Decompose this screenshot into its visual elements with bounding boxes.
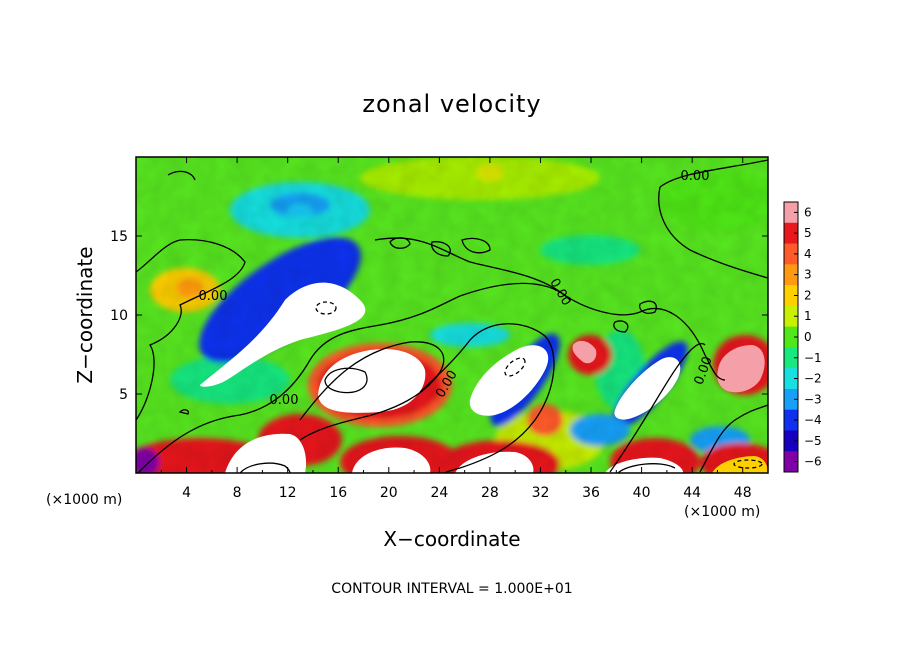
contour-line [617,463,676,473]
colorbar-tick-label: 4 [804,247,812,261]
x-tick-label: 28 [481,485,499,501]
contour-line [324,367,368,394]
contour-label: 0.00 [681,169,710,184]
x-tick-label: 16 [329,485,347,501]
contour-line [659,159,768,188]
x-tick-label: 32 [532,485,550,501]
colorbar-tick-label: −2 [804,372,822,386]
y-tick-label: 15 [110,229,128,245]
colorbar-swatch [784,202,798,224]
contour-line-negative [504,357,526,377]
colorbar-swatch [784,451,798,473]
feature-core [716,211,745,230]
contour-label: 0.00 [270,393,299,408]
contour-line [136,239,246,421]
colorbar-swatch [784,368,798,390]
chart-title: zonal velocity [362,90,541,118]
contour-line-negative [733,459,763,469]
contour-label: 0.00 [199,289,228,304]
x-tick-label: 36 [582,485,600,501]
feature-core [286,203,315,222]
x-tick-label: 40 [633,485,651,501]
contour-line [178,409,190,415]
contour-line-negative [315,301,337,315]
contour-line [461,237,491,254]
colorbar-swatch [784,264,798,286]
contour-line [431,241,451,257]
colorbar-tick-label: −1 [804,351,822,365]
feature-cores [200,163,768,473]
y-axis-label: Z−coordinate [73,246,97,383]
x-tick-label: 4 [182,485,191,501]
x-tick-label: 12 [279,485,297,501]
colorbar-tick-label: −6 [804,455,822,469]
colorbar-tick-label: 6 [804,205,812,219]
feature-core [717,345,765,393]
colorbar-swatch [784,285,798,307]
feature-core [572,340,597,364]
colorbar-tick-label: −3 [804,392,822,406]
colorbar-tick-label: 2 [804,288,812,302]
colorbar-swatch [784,222,798,245]
velocity-field: 0.000.00 0.000.00 0.00 0.00 [136,157,768,473]
x-axis-label: X−coordinate [383,527,520,551]
colorbar-tick-label: −4 [804,413,822,427]
contour-line [299,341,445,441]
colorbar-tick-label: 3 [804,268,812,282]
feature-core [475,163,504,182]
colorbar-swatch [784,326,798,348]
x-tick-label: 44 [683,485,701,501]
contour-line [389,237,411,249]
contour-line [137,282,726,473]
y-tick-label: 5 [119,387,128,403]
x-unit-right: (×1000 m) [684,504,760,520]
contour-line [167,170,196,181]
x-tick-label: 24 [430,485,448,501]
contour-line [699,404,768,473]
colorbar: 6 5 4 3 2 1 0 −1 −2 −3 −4 −5 −6 [783,201,822,473]
contour-line [613,320,629,333]
colorbar-swatch [784,347,798,369]
contour-interval: CONTOUR INTERVAL = 1.000E+01 [331,581,572,597]
colorbar-tick-label: −5 [804,434,822,448]
contour-line [658,186,768,279]
x-tick-label: 48 [734,485,752,501]
contour-line [374,237,571,301]
colorbar-tick-label: 0 [804,330,812,344]
feature-core [614,357,681,420]
colorbar-swatch [784,305,798,328]
contour-line [419,323,555,473]
colorbar-swatch [784,388,798,411]
colorbar-swatch [784,430,798,452]
colorbar-tick-label: 1 [804,309,812,323]
feature-core [200,282,366,387]
contour-line [639,300,657,314]
field-texture [136,157,768,473]
x-tick-label: 20 [380,485,398,501]
y-tick-label: 10 [110,308,128,324]
x-tick-label: 8 [233,485,242,501]
feature-core [225,433,307,473]
feature-core [469,345,549,416]
contour-line [609,343,706,473]
feature-core [318,349,426,413]
colorbar-swatch [784,243,798,265]
colorbar-swatch [784,409,798,431]
feature-core [455,451,534,473]
x-unit-left: (×1000 m) [46,492,122,508]
colorbar-tick-label: 5 [804,226,812,240]
feature-core [352,447,431,473]
